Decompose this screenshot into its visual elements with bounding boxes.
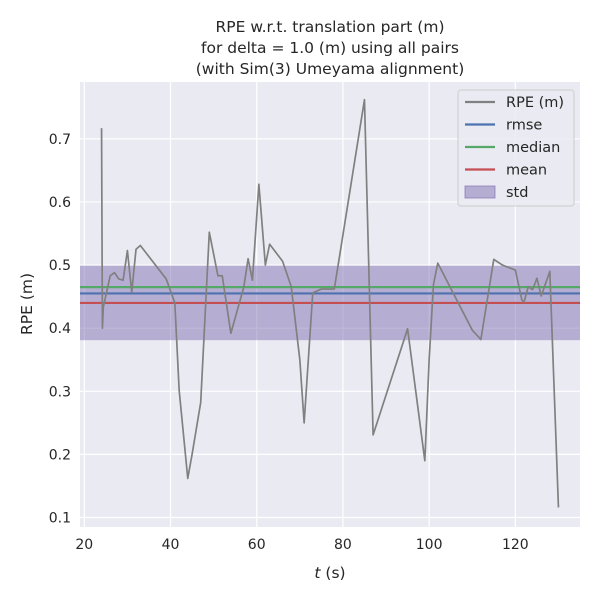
stat-lines-group — [80, 286, 580, 305]
y-tick-label: 0.4 — [49, 321, 71, 337]
y-tick-label: 0.3 — [49, 384, 71, 400]
series-layer — [100, 98, 560, 508]
title-line-2: for delta = 1.0 (m) using all pairs — [201, 39, 459, 57]
legend: RPE (m) rmse median mean std — [457, 89, 575, 207]
legend-label: median — [506, 140, 560, 156]
title-line-3: (with Sim(3) Umeyama alignment) — [196, 60, 465, 78]
x-axis-label: t (s) — [314, 564, 345, 582]
y-axis-label: RPE (m) — [18, 273, 36, 335]
rpe-series-line — [100, 98, 560, 508]
legend-label: rmse — [506, 118, 542, 134]
y-tick-label: 0.7 — [49, 132, 71, 148]
y-tick-label: 0.5 — [49, 258, 71, 274]
y-tick-label: 0.1 — [49, 511, 71, 527]
legend-label: RPE (m) — [506, 95, 564, 111]
x-tick-label: 100 — [416, 537, 443, 553]
chart-title: RPE w.r.t. translation part (m) for delt… — [196, 18, 465, 78]
x-axis-label-var: t — [314, 564, 321, 582]
title-line-1: RPE w.r.t. translation part (m) — [215, 18, 444, 36]
x-tick-labels: 20 40 60 80 100 120 — [75, 537, 528, 553]
legend-box — [457, 89, 575, 207]
x-tick-label: 20 — [75, 537, 93, 553]
y-tick-labels: 0.1 0.2 0.3 0.4 0.5 0.6 0.7 — [49, 132, 71, 527]
x-tick-label: 120 — [502, 537, 529, 553]
legend-swatch-std — [464, 185, 496, 199]
x-axis-label-unit: (s) — [320, 564, 345, 582]
y-tick-label: 0.6 — [49, 195, 71, 211]
legend-label: std — [506, 185, 528, 201]
x-tick-label: 60 — [248, 537, 266, 553]
x-tick-label: 40 — [162, 537, 180, 553]
y-tick-label: 0.2 — [49, 447, 71, 463]
x-tick-label: 80 — [334, 537, 352, 553]
legend-label: mean — [506, 163, 547, 179]
